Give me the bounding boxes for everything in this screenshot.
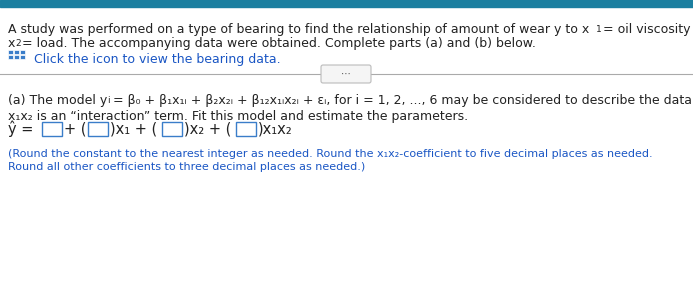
Text: 2: 2 — [15, 39, 21, 48]
Text: Round all other coefficients to three decimal places as needed.): Round all other coefficients to three de… — [8, 162, 365, 172]
Text: + (: + ( — [64, 122, 87, 137]
Bar — [20, 55, 25, 59]
Text: = oil viscosity and: = oil viscosity and — [603, 23, 693, 36]
Text: ŷ =: ŷ = — [8, 121, 33, 137]
Text: (a) The model y: (a) The model y — [8, 94, 107, 107]
Bar — [8, 55, 13, 59]
Text: = load. The accompanying data were obtained. Complete parts (a) and (b) below.: = load. The accompanying data were obtai… — [22, 37, 536, 50]
Text: A study was performed on a type of bearing to find the relationship of amount of: A study was performed on a type of beari… — [8, 23, 589, 36]
Text: Click the icon to view the bearing data.: Click the icon to view the bearing data. — [34, 53, 281, 66]
Bar — [8, 50, 13, 54]
Bar — [88, 122, 108, 136]
FancyBboxPatch shape — [321, 65, 371, 83]
Bar — [162, 122, 182, 136]
Bar — [14, 50, 19, 54]
Text: x₁x₂ is an “interaction” term. Fit this model and estimate the parameters.: x₁x₂ is an “interaction” term. Fit this … — [8, 110, 468, 123]
Text: )x₁ + (: )x₁ + ( — [110, 122, 157, 137]
Text: (Round the constant to the nearest integer as needed. Round the x₁x₂-coefficient: (Round the constant to the nearest integ… — [8, 149, 653, 159]
Text: x: x — [8, 37, 15, 50]
Text: )x₁x₂: )x₁x₂ — [258, 122, 292, 137]
Text: = β₀ + β₁x₁ᵢ + β₂x₂ᵢ + β₁₂x₁ᵢx₂ᵢ + εᵢ, for i = 1, 2, ..., 6 may be considered to: = β₀ + β₁x₁ᵢ + β₂x₂ᵢ + β₁₂x₁ᵢx₂ᵢ + εᵢ, f… — [113, 94, 693, 107]
Text: )x₂ + (: )x₂ + ( — [184, 122, 231, 137]
Bar — [20, 50, 25, 54]
Bar — [0, 0, 693, 7]
Text: 1: 1 — [596, 25, 602, 34]
Text: i: i — [107, 96, 109, 105]
Bar — [236, 122, 256, 136]
Text: ⋯: ⋯ — [341, 69, 351, 79]
Bar — [42, 122, 62, 136]
Bar — [14, 55, 19, 59]
